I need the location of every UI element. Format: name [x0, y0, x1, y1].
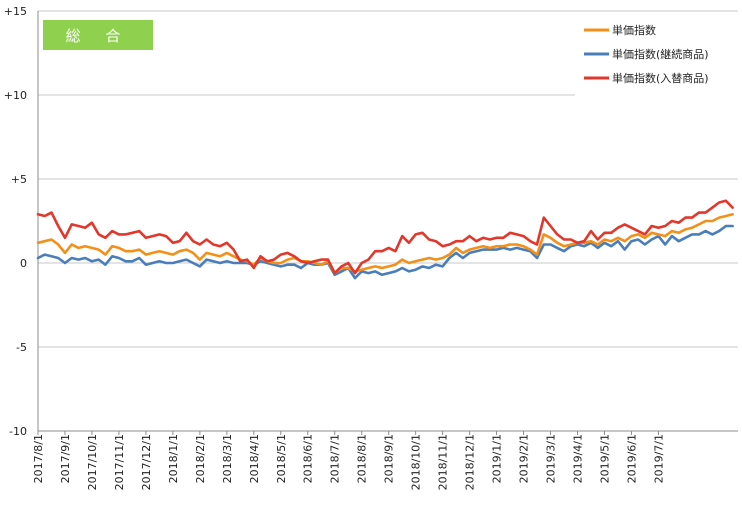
x-tick-label: 2018/6/1	[302, 434, 315, 483]
series-lines	[36, 199, 734, 280]
series-line	[36, 224, 734, 280]
y-tick-label: +15	[4, 5, 27, 18]
x-tick-label: 2018/4/1	[248, 434, 261, 483]
y-tick-label: 0	[20, 257, 27, 270]
category-badge: 総 合	[43, 20, 153, 50]
x-tick-label: 2019/7/1	[652, 434, 665, 483]
x-tick-label: 2017/9/1	[59, 434, 72, 483]
x-tick-label: 2018/3/1	[221, 434, 234, 483]
x-tick-label: 2017/8/1	[32, 434, 45, 483]
legend-label: 単価指数(入替商品)	[612, 71, 709, 85]
x-tick-label: 2018/9/1	[383, 434, 396, 483]
y-tick-label: -10	[9, 425, 27, 438]
y-tick-labels: +15 +10 +5 0 -5 -10	[4, 5, 27, 438]
y-tick-label: +5	[11, 173, 27, 186]
legend-label: 単価指数(継続商品)	[612, 47, 709, 61]
legend-label: 単価指数	[612, 23, 656, 37]
x-tick-label: 2019/2/1	[518, 434, 531, 483]
x-tick-label: 2018/1/1	[167, 434, 180, 483]
y-tick-label: -5	[16, 341, 27, 354]
x-tick-label: 2018/5/1	[275, 434, 288, 483]
x-tick-label: 2019/5/1	[598, 434, 611, 483]
x-tick-label: 2019/1/1	[491, 434, 504, 483]
y-tick-label: +10	[4, 89, 27, 102]
x-tick-labels: 2017/8/1 2017/9/1 2017/10/1 2017/11/1 2017/1…	[32, 431, 665, 490]
series-line	[36, 213, 734, 275]
series-line	[36, 199, 734, 275]
x-tick-label: 2019/3/1	[545, 434, 558, 483]
x-tick-label: 2018/11/1	[437, 434, 450, 490]
x-tick-label: 2018/10/1	[410, 434, 423, 490]
x-tick-label: 2018/7/1	[329, 434, 342, 483]
x-tick-label: 2017/10/1	[86, 434, 99, 490]
x-tick-label: 2019/4/1	[571, 434, 584, 483]
x-tick-label: 2018/2/1	[194, 434, 207, 483]
x-tick-label: 2018/12/1	[464, 434, 477, 490]
x-tick-label: 2019/6/1	[625, 434, 638, 483]
x-tick-label: 2017/11/1	[113, 434, 126, 490]
x-tick-label: 2018/8/1	[356, 434, 369, 483]
x-tick-label: 2017/12/1	[140, 434, 153, 490]
